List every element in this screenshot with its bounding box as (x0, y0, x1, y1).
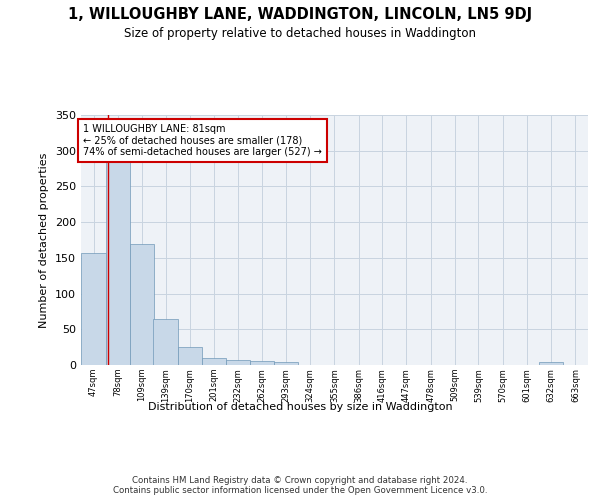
Bar (130, 244, 154, 365)
Bar (539, 362, 563, 365)
Bar (226, 360, 250, 365)
Bar (106, 160, 130, 365)
Bar (178, 347, 202, 365)
Text: 1 WILLOUGHBY LANE: 81sqm
← 25% of detached houses are smaller (178)
74% of semi-: 1 WILLOUGHBY LANE: 81sqm ← 25% of detach… (83, 124, 322, 157)
Bar (154, 318, 178, 365)
Text: Distribution of detached houses by size in Waddington: Distribution of detached houses by size … (148, 402, 452, 412)
Bar (82, 253, 106, 365)
Bar (250, 362, 274, 365)
Bar (202, 358, 226, 365)
Y-axis label: Number of detached properties: Number of detached properties (40, 152, 49, 328)
Text: 1, WILLOUGHBY LANE, WADDINGTON, LINCOLN, LN5 9DJ: 1, WILLOUGHBY LANE, WADDINGTON, LINCOLN,… (68, 8, 532, 22)
Text: Contains HM Land Registry data © Crown copyright and database right 2024.
Contai: Contains HM Land Registry data © Crown c… (113, 476, 487, 495)
Bar (274, 362, 298, 365)
Text: Size of property relative to detached houses in Waddington: Size of property relative to detached ho… (124, 28, 476, 40)
